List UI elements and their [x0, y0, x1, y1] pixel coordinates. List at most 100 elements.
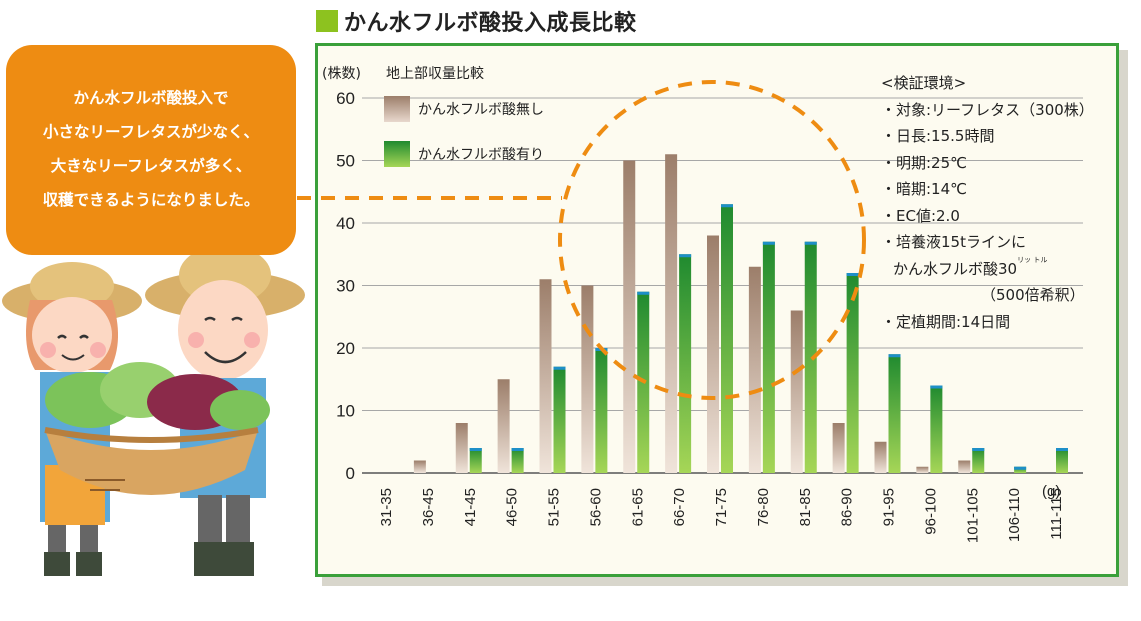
notes-item-continued: （500倍希釈）	[981, 286, 1085, 304]
legend-item-with: かん水フルボ酸有り	[384, 141, 544, 167]
y-tick-label: 60	[336, 89, 355, 108]
bar-with	[595, 348, 608, 473]
x-tick-label: 96-100	[922, 488, 939, 535]
x-tick-label: 36-45	[420, 488, 437, 526]
x-tick-label: 41-45	[462, 488, 479, 526]
legend-swatch-without	[384, 96, 410, 122]
x-tick-label: 31-35	[378, 488, 395, 526]
bar-without	[874, 441, 887, 473]
title-text: かん水フルボ酸投入成長比較	[344, 11, 637, 36]
x-tick-label: 56-60	[587, 488, 604, 526]
bar-with-cap	[721, 204, 733, 208]
bar-with	[553, 366, 566, 473]
x-tick-label: 106-110	[1006, 488, 1023, 542]
bar-with-cap	[846, 273, 859, 276]
bar-with	[804, 241, 817, 473]
bar-without	[581, 285, 594, 473]
notes-heading: <検証環境>	[881, 74, 967, 92]
bar-with	[469, 448, 482, 473]
bar-with-cap	[1056, 448, 1068, 451]
bar-without	[916, 466, 929, 473]
bar-with	[721, 204, 733, 473]
bar-with	[972, 448, 985, 473]
x-axis-unit: (g)	[1042, 483, 1060, 500]
bar-with	[1014, 466, 1027, 473]
x-tick-label: 51-55	[546, 488, 563, 526]
legend-label-with: かん水フルボ酸有り	[418, 147, 544, 163]
notes-item: ・定植期間:14日間	[881, 312, 1011, 331]
lettuce-basket-illustration	[44, 362, 270, 495]
bar-without	[623, 160, 636, 473]
bubble-line-1: かん水フルボ酸投入で	[73, 89, 229, 107]
bar-with-cap	[553, 366, 566, 370]
x-tick-label: 81-85	[797, 488, 814, 526]
y-tick-label: 50	[336, 152, 355, 171]
bar-without	[958, 460, 971, 473]
title-square-icon	[316, 10, 338, 32]
bar-with	[888, 354, 901, 473]
y-tick-label: 10	[336, 402, 355, 421]
x-tick-label: 71-75	[713, 488, 730, 526]
bar-with-cap	[469, 448, 482, 451]
bar-with-cap	[1014, 466, 1027, 470]
bar-with-cap	[888, 354, 901, 358]
notes-item: ・日長:15.5時間	[881, 127, 995, 145]
bar-without	[413, 460, 426, 473]
bar-with-cap	[679, 254, 692, 258]
bar-with-cap	[804, 241, 817, 245]
bar-without	[832, 423, 845, 473]
bar-with-cap	[637, 291, 650, 295]
y-tick-label: 30	[336, 277, 355, 296]
notes-item: ・対象:リーフレタス（300株）	[881, 100, 1094, 119]
bar-with	[511, 448, 524, 473]
unit-ruby: リッ トル	[1017, 255, 1048, 264]
notes-item-continued: かん水フルボ酸30リッ トル	[881, 256, 1094, 283]
bar-with-cap	[930, 385, 943, 389]
bar-with	[1056, 448, 1068, 473]
x-tick-label: 101-105	[964, 488, 981, 543]
bubble-line-2: 小さなリーフレタスが少なく、	[42, 123, 260, 141]
bar-with	[930, 385, 943, 473]
bar-without	[707, 235, 719, 473]
bar-with	[679, 254, 692, 473]
bar-with	[846, 273, 859, 473]
bar-with-cap	[972, 448, 985, 451]
x-tick-label: 46-50	[504, 488, 521, 526]
x-tick-label: 91-95	[881, 488, 898, 526]
notes-item: ・培養液15tラインに	[881, 233, 1026, 251]
notes-item: ・EC値:2.0	[881, 206, 960, 225]
bar-with-cap	[762, 241, 775, 245]
chart-title: かん水フルボ酸投入成長比較	[316, 6, 637, 36]
bar-without	[497, 379, 510, 473]
y-tick-label: 20	[336, 339, 355, 358]
bar-with-cap	[511, 448, 524, 451]
legend-item-without: かん水フルボ酸無し	[384, 96, 544, 122]
bar-with	[762, 241, 775, 473]
notes-item: ・明期:25℃	[881, 153, 967, 172]
bar-without	[539, 279, 552, 473]
legend-label-without: かん水フルボ酸無し	[418, 102, 544, 118]
y-tick-label: 0	[346, 464, 355, 483]
x-tick-label: 111-115	[1048, 488, 1065, 540]
bar-without	[665, 154, 678, 473]
x-tick-label: 66-70	[671, 488, 688, 526]
y-tick-label: 40	[336, 214, 355, 233]
legend-swatch-with	[384, 141, 410, 167]
speech-bubble: かん水フルボ酸投入で 小さなリーフレタスが少なく、 大きなリーフレタスが多く、 …	[6, 45, 296, 255]
verification-notes: <検証環境> ・対象:リーフレタス（300株） ・日長:15.5時間 ・明期:2…	[881, 70, 1094, 335]
x-tick-label: 86-90	[839, 488, 856, 526]
highlight-dashed-ellipse	[558, 80, 866, 400]
bar-without	[790, 310, 803, 473]
bubble-line-3: 大きなリーフレタスが多く、	[50, 157, 252, 175]
bar-without	[748, 266, 761, 473]
notes-item-text: かん水フルボ酸30	[893, 259, 1018, 278]
x-tick-label: 61-65	[629, 488, 646, 526]
chart-subtitle: 地上部収量比較	[386, 66, 484, 82]
bar-without	[455, 423, 468, 473]
bubble-line-4: 収穫できるようになりました。	[42, 191, 260, 209]
notes-item: ・暗期:14℃	[881, 180, 967, 198]
y-axis-label: (株数)	[322, 66, 361, 82]
x-tick-label: 76-80	[755, 488, 772, 526]
